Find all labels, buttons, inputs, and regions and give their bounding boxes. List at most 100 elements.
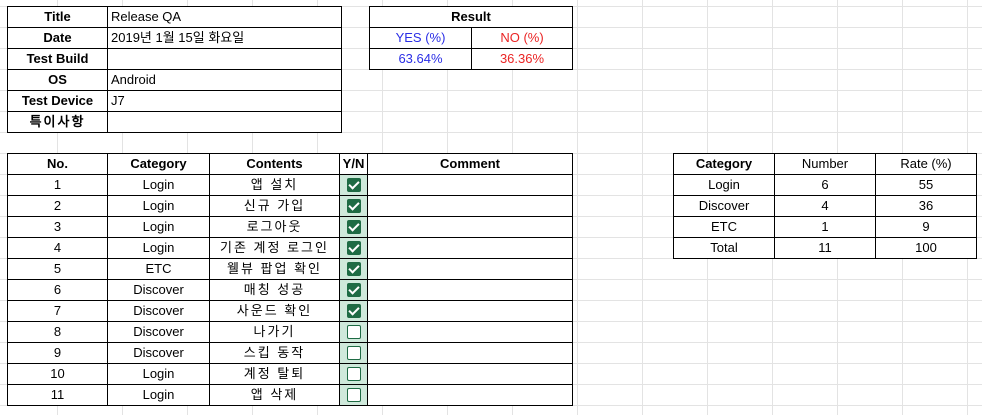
info-value[interactable] — [107, 48, 342, 70]
header-comment[interactable]: Comment — [367, 153, 573, 175]
test-yn-cell[interactable] — [339, 174, 368, 196]
test-yn-cell[interactable] — [339, 237, 368, 259]
test-contents[interactable]: 웰뷰 팝업 확인 — [209, 258, 340, 280]
test-contents[interactable]: 스킵 동작 — [209, 342, 340, 364]
summary-number[interactable]: 6 — [774, 174, 876, 196]
info-label[interactable]: 특이사항 — [7, 111, 108, 133]
test-no[interactable]: 6 — [7, 279, 108, 301]
header-category[interactable]: Category — [107, 153, 210, 175]
test-comment[interactable] — [367, 363, 573, 385]
checked-checkbox[interactable] — [346, 240, 361, 255]
test-category[interactable]: Login — [107, 174, 210, 196]
test-contents[interactable]: 매칭 성공 — [209, 279, 340, 301]
unchecked-checkbox[interactable] — [346, 387, 361, 402]
test-yn-cell[interactable] — [339, 258, 368, 280]
test-contents[interactable]: 앱 삭제 — [209, 384, 340, 406]
summary-header-number[interactable]: Number — [774, 153, 876, 175]
test-yn-cell[interactable] — [339, 342, 368, 364]
checked-checkbox[interactable] — [346, 177, 361, 192]
info-label[interactable]: Title — [7, 6, 108, 28]
test-category[interactable]: Discover — [107, 342, 210, 364]
header-contents[interactable]: Contents — [209, 153, 340, 175]
checked-checkbox[interactable] — [346, 198, 361, 213]
test-category[interactable]: Login — [107, 363, 210, 385]
info-label[interactable]: Test Device — [7, 90, 108, 112]
test-contents[interactable]: 나가기 — [209, 321, 340, 343]
test-comment[interactable] — [367, 384, 573, 406]
test-no[interactable]: 3 — [7, 216, 108, 238]
unchecked-checkbox[interactable] — [346, 366, 361, 381]
info-value[interactable]: 2019년 1월 15일 화요일 — [107, 27, 342, 49]
test-no[interactable]: 8 — [7, 321, 108, 343]
test-yn-cell[interactable] — [339, 363, 368, 385]
no-percent-label[interactable]: NO (%) — [470, 27, 574, 49]
test-category[interactable]: Discover — [107, 279, 210, 301]
summary-category[interactable]: ETC — [673, 216, 775, 238]
test-comment[interactable] — [367, 342, 573, 364]
summary-rate[interactable]: 100 — [875, 237, 977, 259]
checked-checkbox[interactable] — [346, 282, 361, 297]
summary-rate[interactable]: 36 — [875, 195, 977, 217]
test-comment[interactable] — [367, 195, 573, 217]
checked-checkbox[interactable] — [346, 303, 361, 318]
info-value[interactable]: Release QA — [107, 6, 342, 28]
test-no[interactable]: 2 — [7, 195, 108, 217]
test-comment[interactable] — [367, 300, 573, 322]
test-no[interactable]: 10 — [7, 363, 108, 385]
test-yn-cell[interactable] — [339, 321, 368, 343]
test-no[interactable]: 7 — [7, 300, 108, 322]
test-category[interactable]: Discover — [107, 321, 210, 343]
test-category[interactable]: Login — [107, 216, 210, 238]
header-no[interactable]: No. — [7, 153, 108, 175]
test-yn-cell[interactable] — [339, 195, 368, 217]
info-value[interactable]: Android — [107, 69, 342, 91]
info-value[interactable] — [107, 111, 342, 133]
info-label[interactable]: Test Build — [7, 48, 108, 70]
yes-percent-value[interactable]: 63.64% — [369, 48, 472, 70]
info-value[interactable]: J7 — [107, 90, 342, 112]
summary-number[interactable]: 1 — [774, 216, 876, 238]
test-yn-cell[interactable] — [339, 216, 368, 238]
test-contents[interactable]: 계정 탈퇴 — [209, 363, 340, 385]
header-yn[interactable]: Y/N — [339, 153, 368, 175]
summary-category[interactable]: Discover — [673, 195, 775, 217]
test-comment[interactable] — [367, 174, 573, 196]
yes-percent-label[interactable]: YES (%) — [369, 27, 472, 49]
test-category[interactable]: Login — [107, 195, 210, 217]
test-category[interactable]: Login — [107, 384, 210, 406]
checked-checkbox[interactable] — [346, 219, 361, 234]
test-category[interactable]: ETC — [107, 258, 210, 280]
summary-number[interactable]: 4 — [774, 195, 876, 217]
summary-header-rate[interactable]: Rate (%) — [875, 153, 977, 175]
summary-category[interactable]: Total — [673, 237, 775, 259]
checked-checkbox[interactable] — [346, 261, 361, 276]
summary-header-category[interactable]: Category — [673, 153, 775, 175]
summary-category[interactable]: Login — [673, 174, 775, 196]
test-yn-cell[interactable] — [339, 384, 368, 406]
test-no[interactable]: 11 — [7, 384, 108, 406]
test-no[interactable]: 5 — [7, 258, 108, 280]
test-category[interactable]: Login — [107, 237, 210, 259]
test-comment[interactable] — [367, 237, 573, 259]
test-contents[interactable]: 로그아웃 — [209, 216, 340, 238]
test-no[interactable]: 1 — [7, 174, 108, 196]
test-comment[interactable] — [367, 279, 573, 301]
test-contents[interactable]: 기존 계정 로그인 — [209, 237, 340, 259]
summary-rate[interactable]: 55 — [875, 174, 977, 196]
summary-rate[interactable]: 9 — [875, 216, 977, 238]
test-contents[interactable]: 사운드 확인 — [209, 300, 340, 322]
result-title[interactable]: Result — [368, 6, 574, 28]
test-comment[interactable] — [367, 258, 573, 280]
test-contents[interactable]: 앱 설치 — [209, 174, 340, 196]
test-no[interactable]: 4 — [7, 237, 108, 259]
no-percent-value[interactable]: 36.36% — [470, 48, 574, 70]
test-category[interactable]: Discover — [107, 300, 210, 322]
info-label[interactable]: Date — [7, 27, 108, 49]
test-contents[interactable]: 신규 가입 — [209, 195, 340, 217]
summary-number[interactable]: 11 — [774, 237, 876, 259]
test-yn-cell[interactable] — [339, 300, 368, 322]
test-no[interactable]: 9 — [7, 342, 108, 364]
test-comment[interactable] — [367, 216, 573, 238]
test-yn-cell[interactable] — [339, 279, 368, 301]
test-comment[interactable] — [367, 321, 573, 343]
